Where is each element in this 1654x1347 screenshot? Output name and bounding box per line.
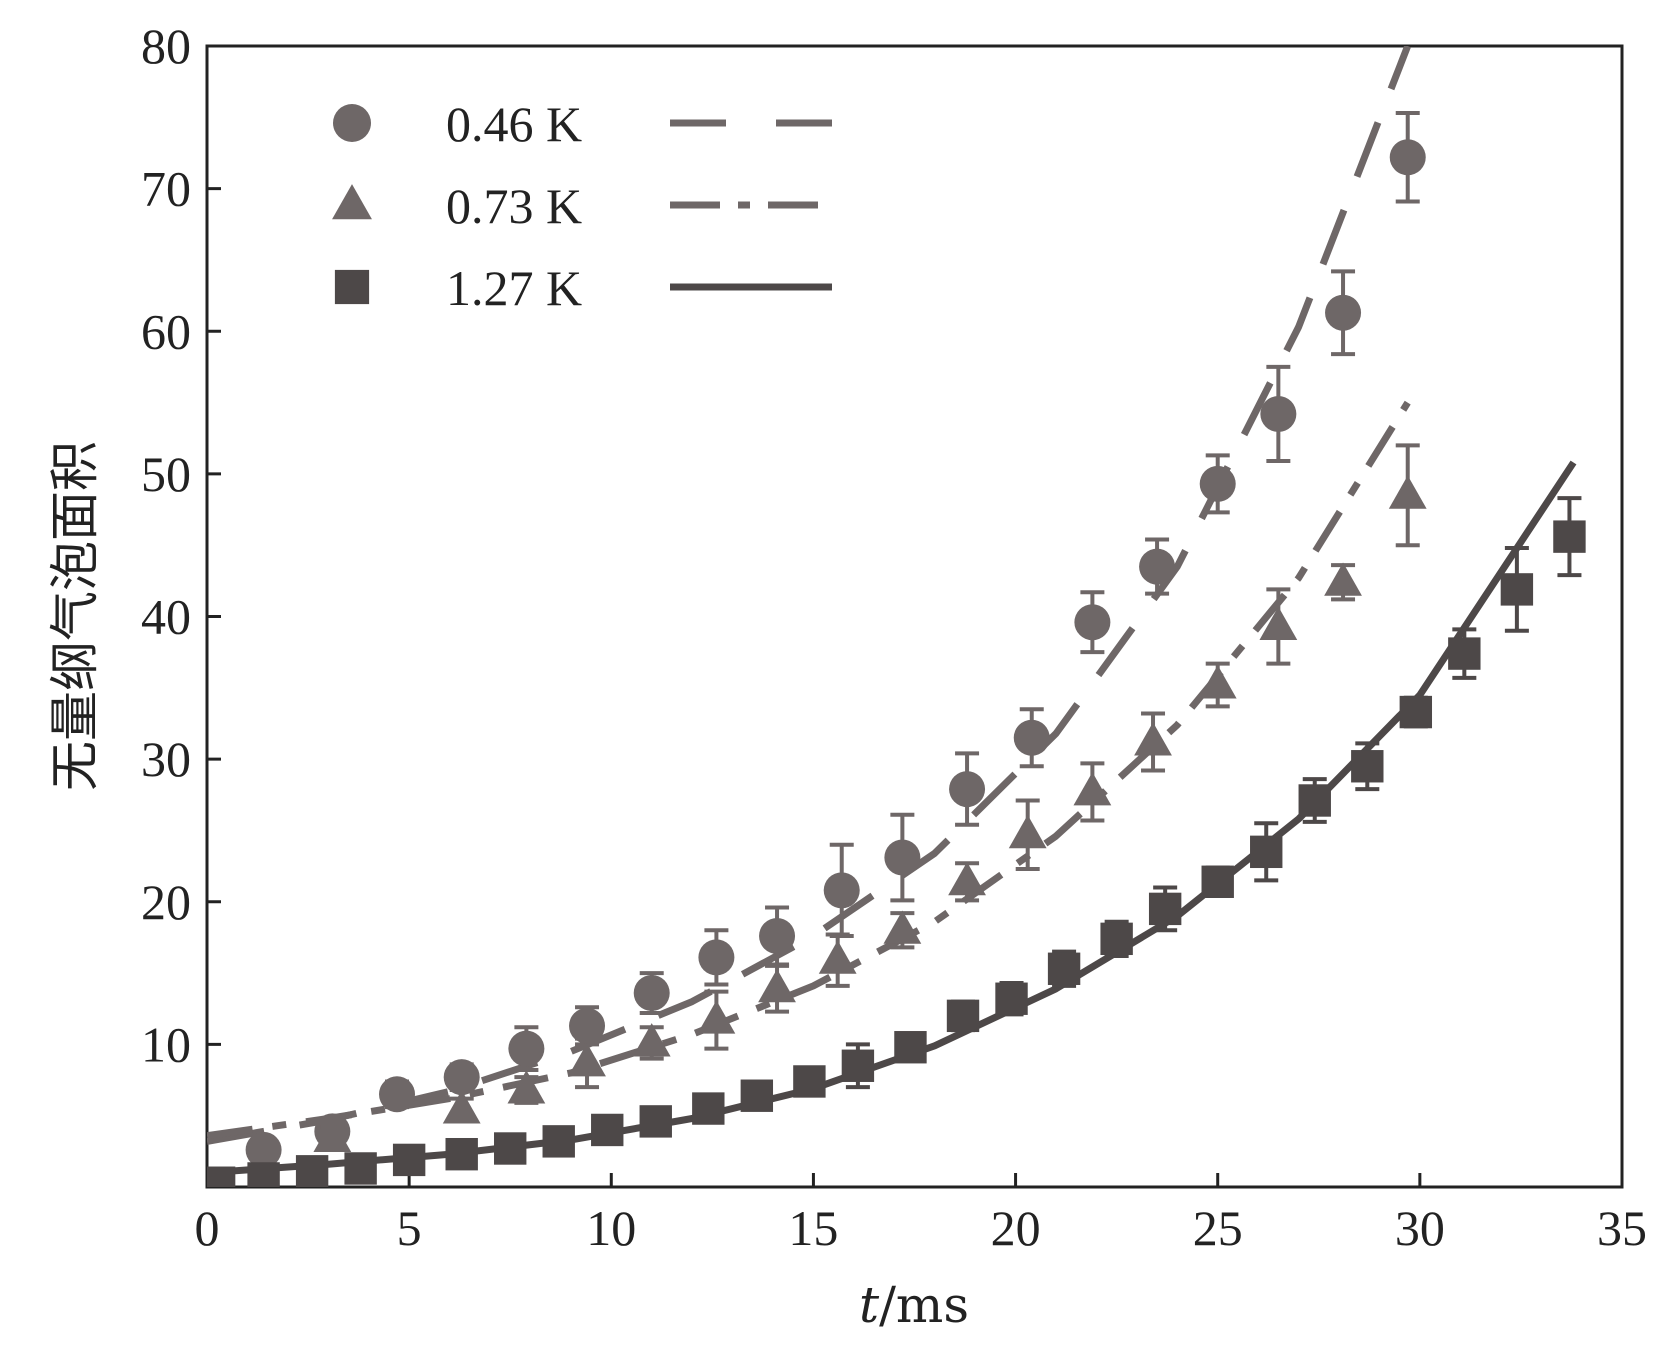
data-point-circle xyxy=(949,771,986,808)
data-point-triangle xyxy=(1073,772,1112,806)
data-point-square xyxy=(946,999,980,1033)
x-axis-variable: t xyxy=(859,1276,880,1334)
data-point-circle xyxy=(508,1030,545,1067)
fit-curves xyxy=(207,46,1577,1177)
data-point-triangle xyxy=(442,1090,481,1124)
data-point-square xyxy=(1047,952,1081,985)
data-point-square xyxy=(894,1031,927,1064)
legend-label: 0.46 K xyxy=(446,96,582,152)
data-point-circle xyxy=(884,839,921,876)
data-point-square xyxy=(1448,637,1481,670)
y-tick-label: 40 xyxy=(141,589,191,645)
data-point-circle xyxy=(379,1076,416,1113)
data-point-square xyxy=(494,1132,527,1165)
x-axis-title: t/ms xyxy=(859,1276,969,1334)
data-point-triangle xyxy=(883,910,922,944)
data-point-square xyxy=(1553,520,1586,553)
data-point-triangle xyxy=(1198,665,1237,699)
y-tick-label: 30 xyxy=(141,731,191,787)
legend-label: 0.73 K xyxy=(446,178,582,234)
data-point-square xyxy=(392,1143,426,1177)
x-tick-label: 30 xyxy=(1395,1200,1445,1256)
data-point-square xyxy=(1148,892,1182,926)
data-point-triangle xyxy=(1259,606,1298,640)
legend-marker-square xyxy=(334,269,370,305)
y-axis-title: 无量纲气泡面积 xyxy=(46,441,104,791)
x-tick-label: 20 xyxy=(991,1200,1041,1256)
data-point-circle xyxy=(443,1059,480,1096)
x-tick-label: 25 xyxy=(1193,1200,1243,1256)
data-point-triangle xyxy=(818,940,857,974)
data-point-circle xyxy=(1199,465,1236,502)
data-point-triangle xyxy=(632,1023,671,1057)
data-point-triangle xyxy=(948,861,986,896)
data-point-circle xyxy=(245,1131,282,1168)
data-point-triangle xyxy=(697,1000,736,1034)
data-point-square xyxy=(1298,784,1331,817)
data-point-square xyxy=(740,1079,774,1112)
data-point-square xyxy=(692,1092,725,1125)
x-axis-ticks: 0 5 10 15 20 25 30 35 xyxy=(195,1173,1647,1256)
data-point-square xyxy=(207,1166,236,1187)
x-axis-unit: /ms xyxy=(879,1276,969,1334)
data-point-square xyxy=(1399,695,1433,729)
data-point-circle xyxy=(1139,548,1176,585)
data-point-square xyxy=(445,1137,478,1171)
data-point-triangle xyxy=(1008,814,1047,849)
data-point-square xyxy=(591,1113,624,1147)
data-point-square xyxy=(1201,865,1234,898)
data-point-circle xyxy=(1325,294,1362,331)
y-tick-label: 60 xyxy=(141,303,191,359)
data-point-circle xyxy=(1074,604,1111,641)
y-tick-label: 10 xyxy=(141,1016,191,1072)
y-tick-label: 50 xyxy=(141,446,191,502)
fit-line-solid xyxy=(207,460,1577,1177)
data-point-square xyxy=(793,1065,826,1098)
legend: 0.46 K 0.73 K 1.27 K xyxy=(332,96,832,316)
data-point-square xyxy=(1250,835,1283,869)
data-point-circle xyxy=(1389,139,1426,176)
data-point-triangle xyxy=(1388,475,1427,509)
data-point-circle xyxy=(633,975,670,1012)
data-point-square xyxy=(295,1155,329,1187)
legend-marker-triangle xyxy=(332,184,372,220)
x-tick-label: 35 xyxy=(1597,1200,1647,1256)
data-point-square xyxy=(639,1105,672,1138)
data-point-square xyxy=(542,1125,575,1158)
data-point-triangle xyxy=(1134,722,1172,756)
x-tick-label: 0 xyxy=(195,1200,220,1256)
data-point-square xyxy=(1351,750,1384,783)
data-points xyxy=(207,111,1586,1187)
legend-label: 1.27 K xyxy=(446,260,582,316)
data-point-triangle xyxy=(758,968,796,1003)
data-point-circle xyxy=(569,1007,606,1044)
data-point-square xyxy=(344,1152,377,1185)
data-point-circle xyxy=(698,939,735,976)
data-point-triangle xyxy=(1324,562,1362,596)
data-point-triangle xyxy=(313,1118,352,1153)
data-point-triangle xyxy=(507,1070,546,1104)
data-point-triangle xyxy=(568,1043,606,1077)
fit-line-dashed xyxy=(207,46,1411,1145)
data-point-circle xyxy=(823,872,860,909)
data-point-square xyxy=(995,982,1028,1015)
data-point-square xyxy=(247,1162,280,1187)
y-tick-label: 70 xyxy=(141,161,191,217)
y-tick-label: 80 xyxy=(141,18,191,74)
y-tick-label: 20 xyxy=(141,874,191,930)
data-point-circle xyxy=(1013,719,1050,756)
plot-frame xyxy=(205,44,1624,1189)
legend-marker-circle xyxy=(333,104,371,142)
data-point-square xyxy=(1500,573,1534,606)
data-point-circle xyxy=(759,917,796,954)
data-point-square xyxy=(1100,922,1133,956)
x-tick-label: 5 xyxy=(397,1200,422,1256)
x-tick-label: 15 xyxy=(788,1200,838,1256)
data-point-square xyxy=(841,1049,875,1082)
x-tick-label: 10 xyxy=(586,1200,636,1256)
y-axis-ticks: 10 20 30 40 50 60 70 80 xyxy=(141,18,221,1072)
data-point-circle xyxy=(1260,395,1297,432)
